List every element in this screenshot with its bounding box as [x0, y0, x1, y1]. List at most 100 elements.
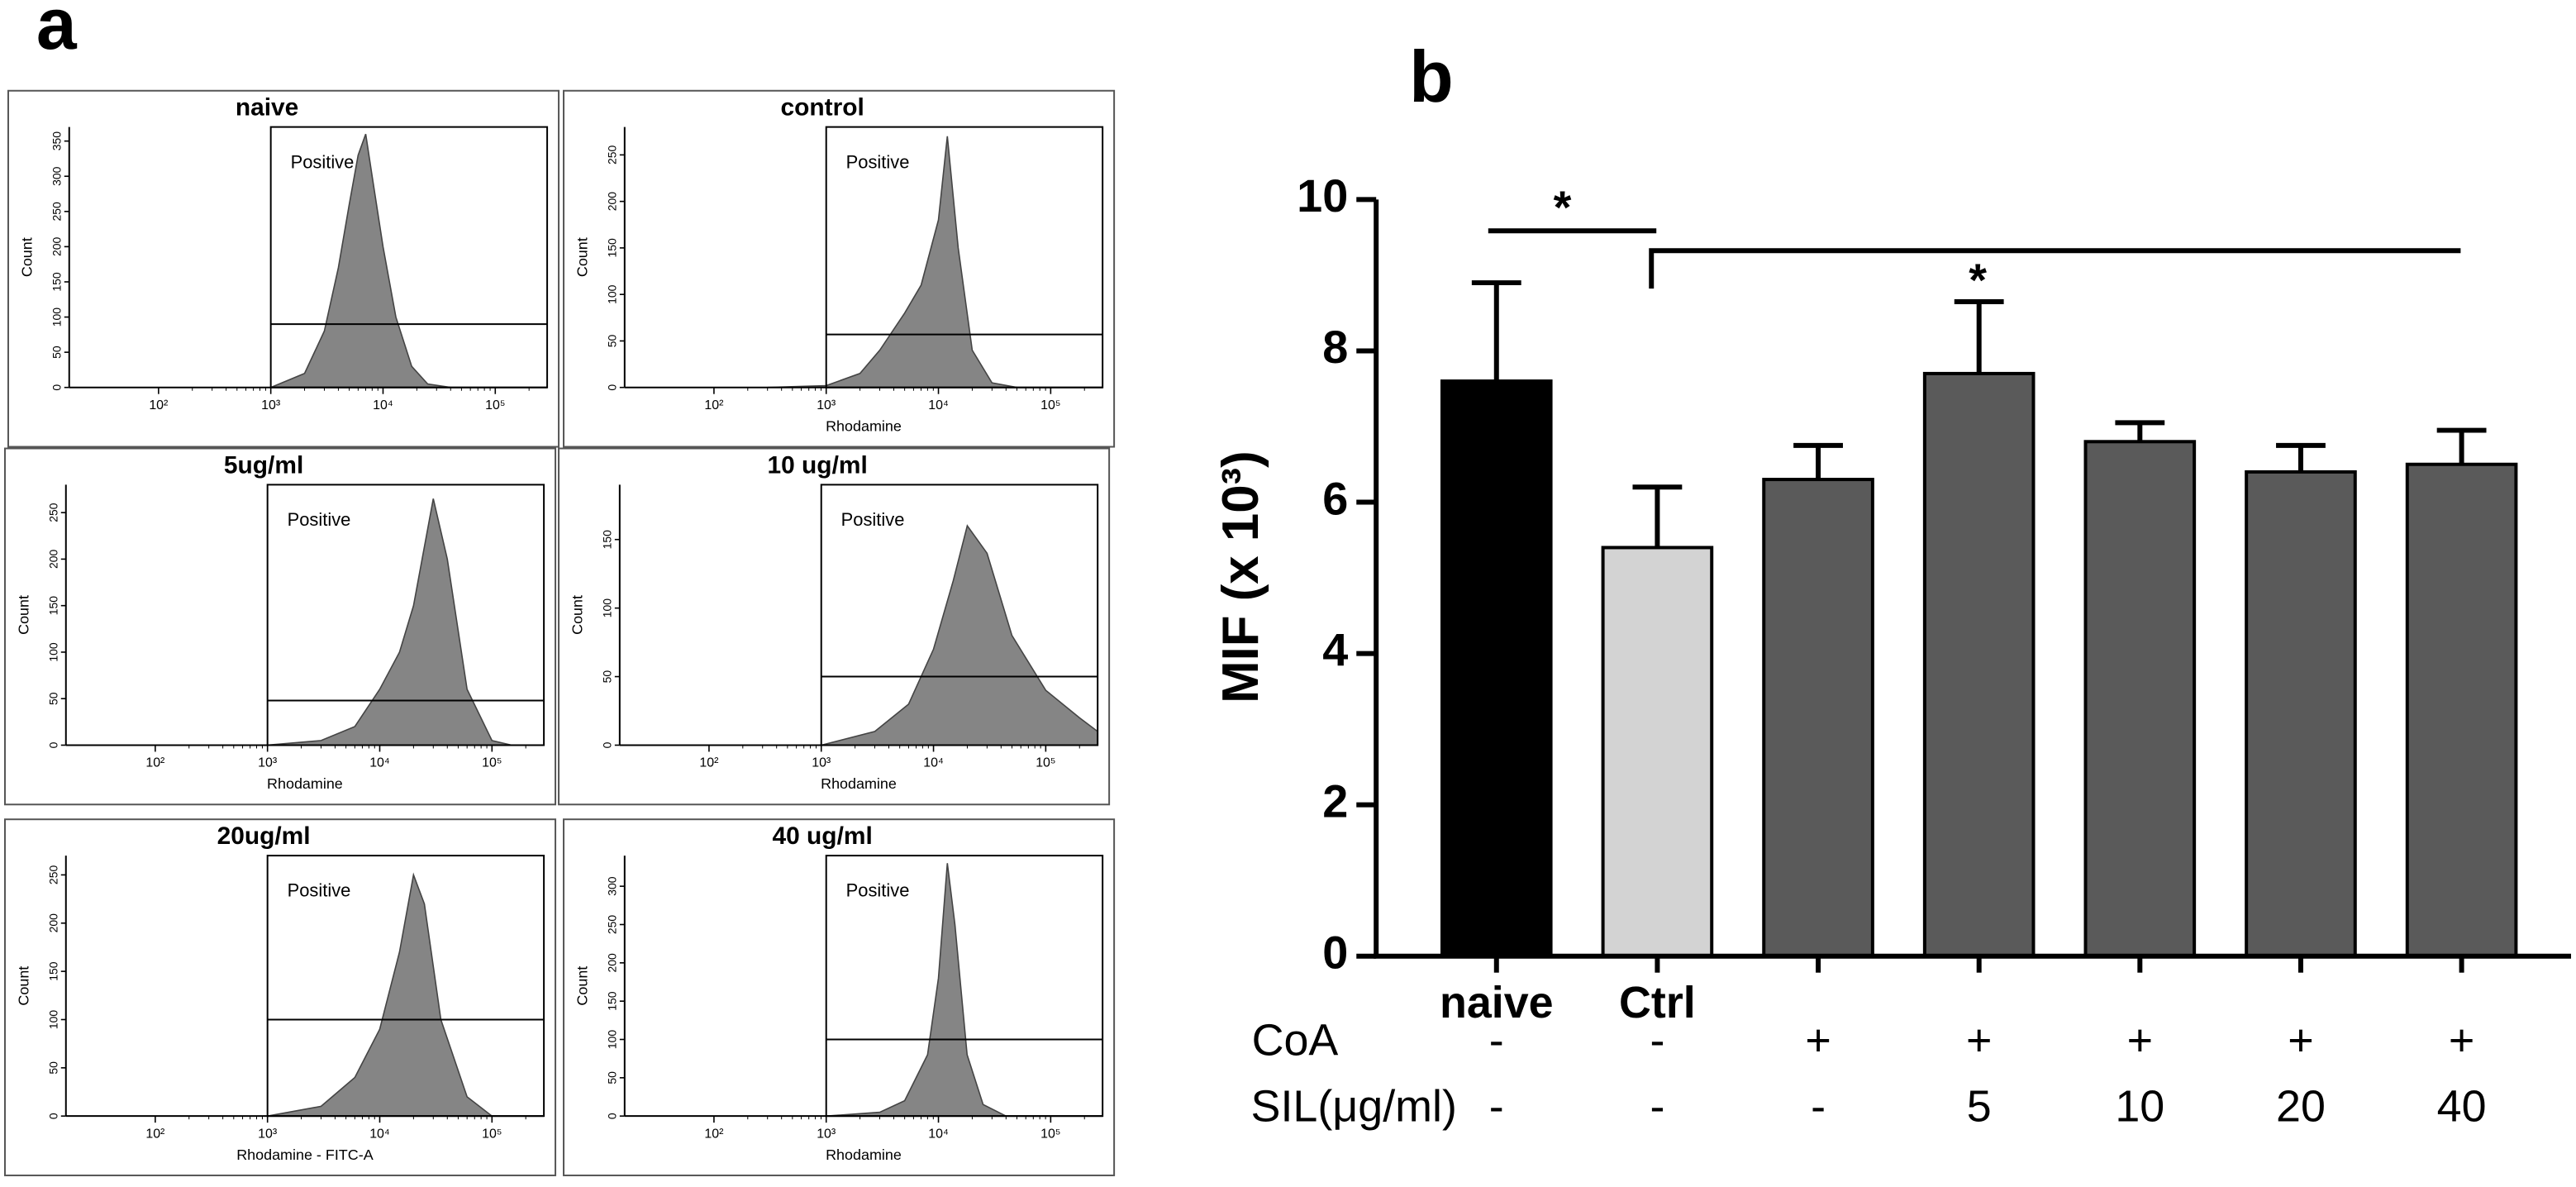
annotation: * — [1969, 254, 1987, 306]
panel-frame — [558, 447, 1111, 806]
row-value: + — [2449, 1016, 2474, 1065]
y-tick-label: 250 — [50, 202, 63, 222]
x-tick-label: 10³ — [817, 1127, 836, 1141]
y-axis-label: Count — [569, 595, 586, 635]
panel-title: naive — [236, 94, 298, 122]
x-tick-label: 10⁵ — [482, 1127, 502, 1141]
gate-frame — [266, 855, 545, 1118]
row-value: + — [1966, 1016, 1992, 1065]
x-tick-label: 10⁵ — [1036, 756, 1055, 770]
y-tick-label: 2 — [1322, 775, 1348, 827]
row-value: + — [1805, 1016, 1831, 1065]
y-tick-label: 0 — [601, 741, 614, 748]
panel-title: 40 ug/ml — [772, 822, 872, 850]
x-tick-label: 10⁵ — [482, 756, 502, 770]
gate-label: Positive — [846, 151, 910, 172]
bar — [1762, 478, 1874, 958]
annotation: * — [1554, 181, 1572, 233]
x-axis-label: Rhodamine — [826, 1146, 902, 1163]
row-value: - — [1650, 1016, 1664, 1065]
y-axis-label: Count — [574, 237, 591, 277]
row-value: 40 — [2437, 1081, 2487, 1131]
y-tick-label: 4 — [1322, 623, 1348, 675]
row-value: - — [1489, 1016, 1504, 1065]
x-tick-label: 10⁴ — [373, 398, 393, 412]
row-value: + — [2127, 1016, 2153, 1065]
y-tick-label: 50 — [46, 1061, 60, 1075]
gate-frame — [825, 855, 1104, 1118]
y-axis-label: Count — [19, 237, 36, 277]
gate-label: Positive — [291, 151, 355, 172]
y-tick-label: 0 — [46, 1113, 60, 1119]
x-tick-label: 10² — [145, 1127, 164, 1141]
x-tick-label: naive — [1440, 978, 1554, 1027]
y-tick-label: 300 — [50, 166, 63, 186]
x-tick-label: 10³ — [817, 398, 836, 412]
gate-label: Positive — [288, 509, 351, 530]
x-tick-label: 10² — [704, 398, 723, 412]
histogram — [267, 872, 494, 1117]
histogram — [767, 136, 1017, 389]
y-tick-label: 100 — [50, 307, 63, 327]
x-tick-label: 10⁵ — [1040, 1127, 1060, 1141]
y-tick-label: 100 — [606, 284, 619, 304]
x-tick-label: 10⁵ — [485, 398, 505, 412]
x-tick-label: 10⁴ — [928, 1127, 949, 1141]
x-tick-label: 10³ — [812, 756, 831, 770]
x-tick-label: Ctrl — [1619, 978, 1696, 1027]
bar — [2405, 462, 2518, 958]
y-tick-label: 50 — [606, 334, 619, 347]
bar — [1440, 379, 1553, 958]
x-tick-label: 10² — [699, 756, 718, 770]
y-tick-label: 150 — [606, 238, 619, 258]
y-tick-label: 10 — [1297, 169, 1348, 222]
gate-label: Positive — [841, 509, 905, 530]
gate-frame — [266, 484, 545, 746]
y-tick-label: 100 — [606, 1030, 619, 1050]
panel-frame — [563, 89, 1116, 448]
panel-label: a — [36, 0, 78, 64]
histogram — [267, 498, 512, 746]
y-tick-label: 0 — [50, 384, 63, 391]
row-label: SIL(μg/ml) — [1251, 1081, 1457, 1131]
panel-title: 20ug/ml — [217, 822, 311, 850]
y-tick-label: 100 — [46, 1010, 60, 1030]
y-tick-label: 200 — [606, 953, 619, 973]
panel-frame — [7, 89, 560, 448]
panel-title: 10 ug/ml — [767, 451, 867, 479]
x-axis-label: Rhodamine - FITC-A — [236, 1146, 374, 1163]
x-tick-label: 10⁴ — [923, 756, 944, 770]
gate-frame — [825, 126, 1104, 389]
panel-frame — [563, 818, 1116, 1176]
panel-frame — [3, 447, 557, 806]
histogram — [821, 524, 1098, 746]
y-tick-label: 350 — [50, 131, 63, 151]
panel-frame — [3, 818, 557, 1176]
y-tick-label: 100 — [601, 598, 614, 618]
x-tick-label: 10⁴ — [369, 756, 390, 770]
x-axis-label: Rhodamine — [826, 417, 902, 434]
y-tick-label: 250 — [46, 865, 60, 885]
x-tick-label: 10² — [704, 1127, 723, 1141]
y-tick-label: 200 — [50, 237, 63, 257]
gate-frame — [269, 126, 549, 389]
row-value: - — [1650, 1081, 1664, 1131]
panel-title: control — [780, 94, 864, 122]
y-tick-label: 6 — [1322, 472, 1348, 524]
y-tick-label: 150 — [606, 991, 619, 1011]
x-tick-label: 10⁴ — [928, 398, 949, 412]
y-axis-label: Count — [16, 595, 32, 635]
row-value: 5 — [1967, 1081, 1992, 1131]
significance-brackets — [1488, 228, 2461, 289]
y-tick-label: 100 — [46, 642, 60, 662]
bar — [1601, 546, 1714, 958]
histogram — [270, 133, 451, 389]
y-tick-label: 250 — [606, 145, 619, 165]
y-axis-label: MIF (x 10³) — [1212, 450, 1269, 703]
y-tick-label: 200 — [46, 550, 60, 570]
y-tick-label: 200 — [606, 192, 619, 212]
y-tick-label: 150 — [50, 272, 63, 292]
x-tick-label: 10² — [145, 756, 164, 770]
row-value: 10 — [2115, 1081, 2164, 1131]
x-tick-label: 10³ — [258, 1127, 277, 1141]
